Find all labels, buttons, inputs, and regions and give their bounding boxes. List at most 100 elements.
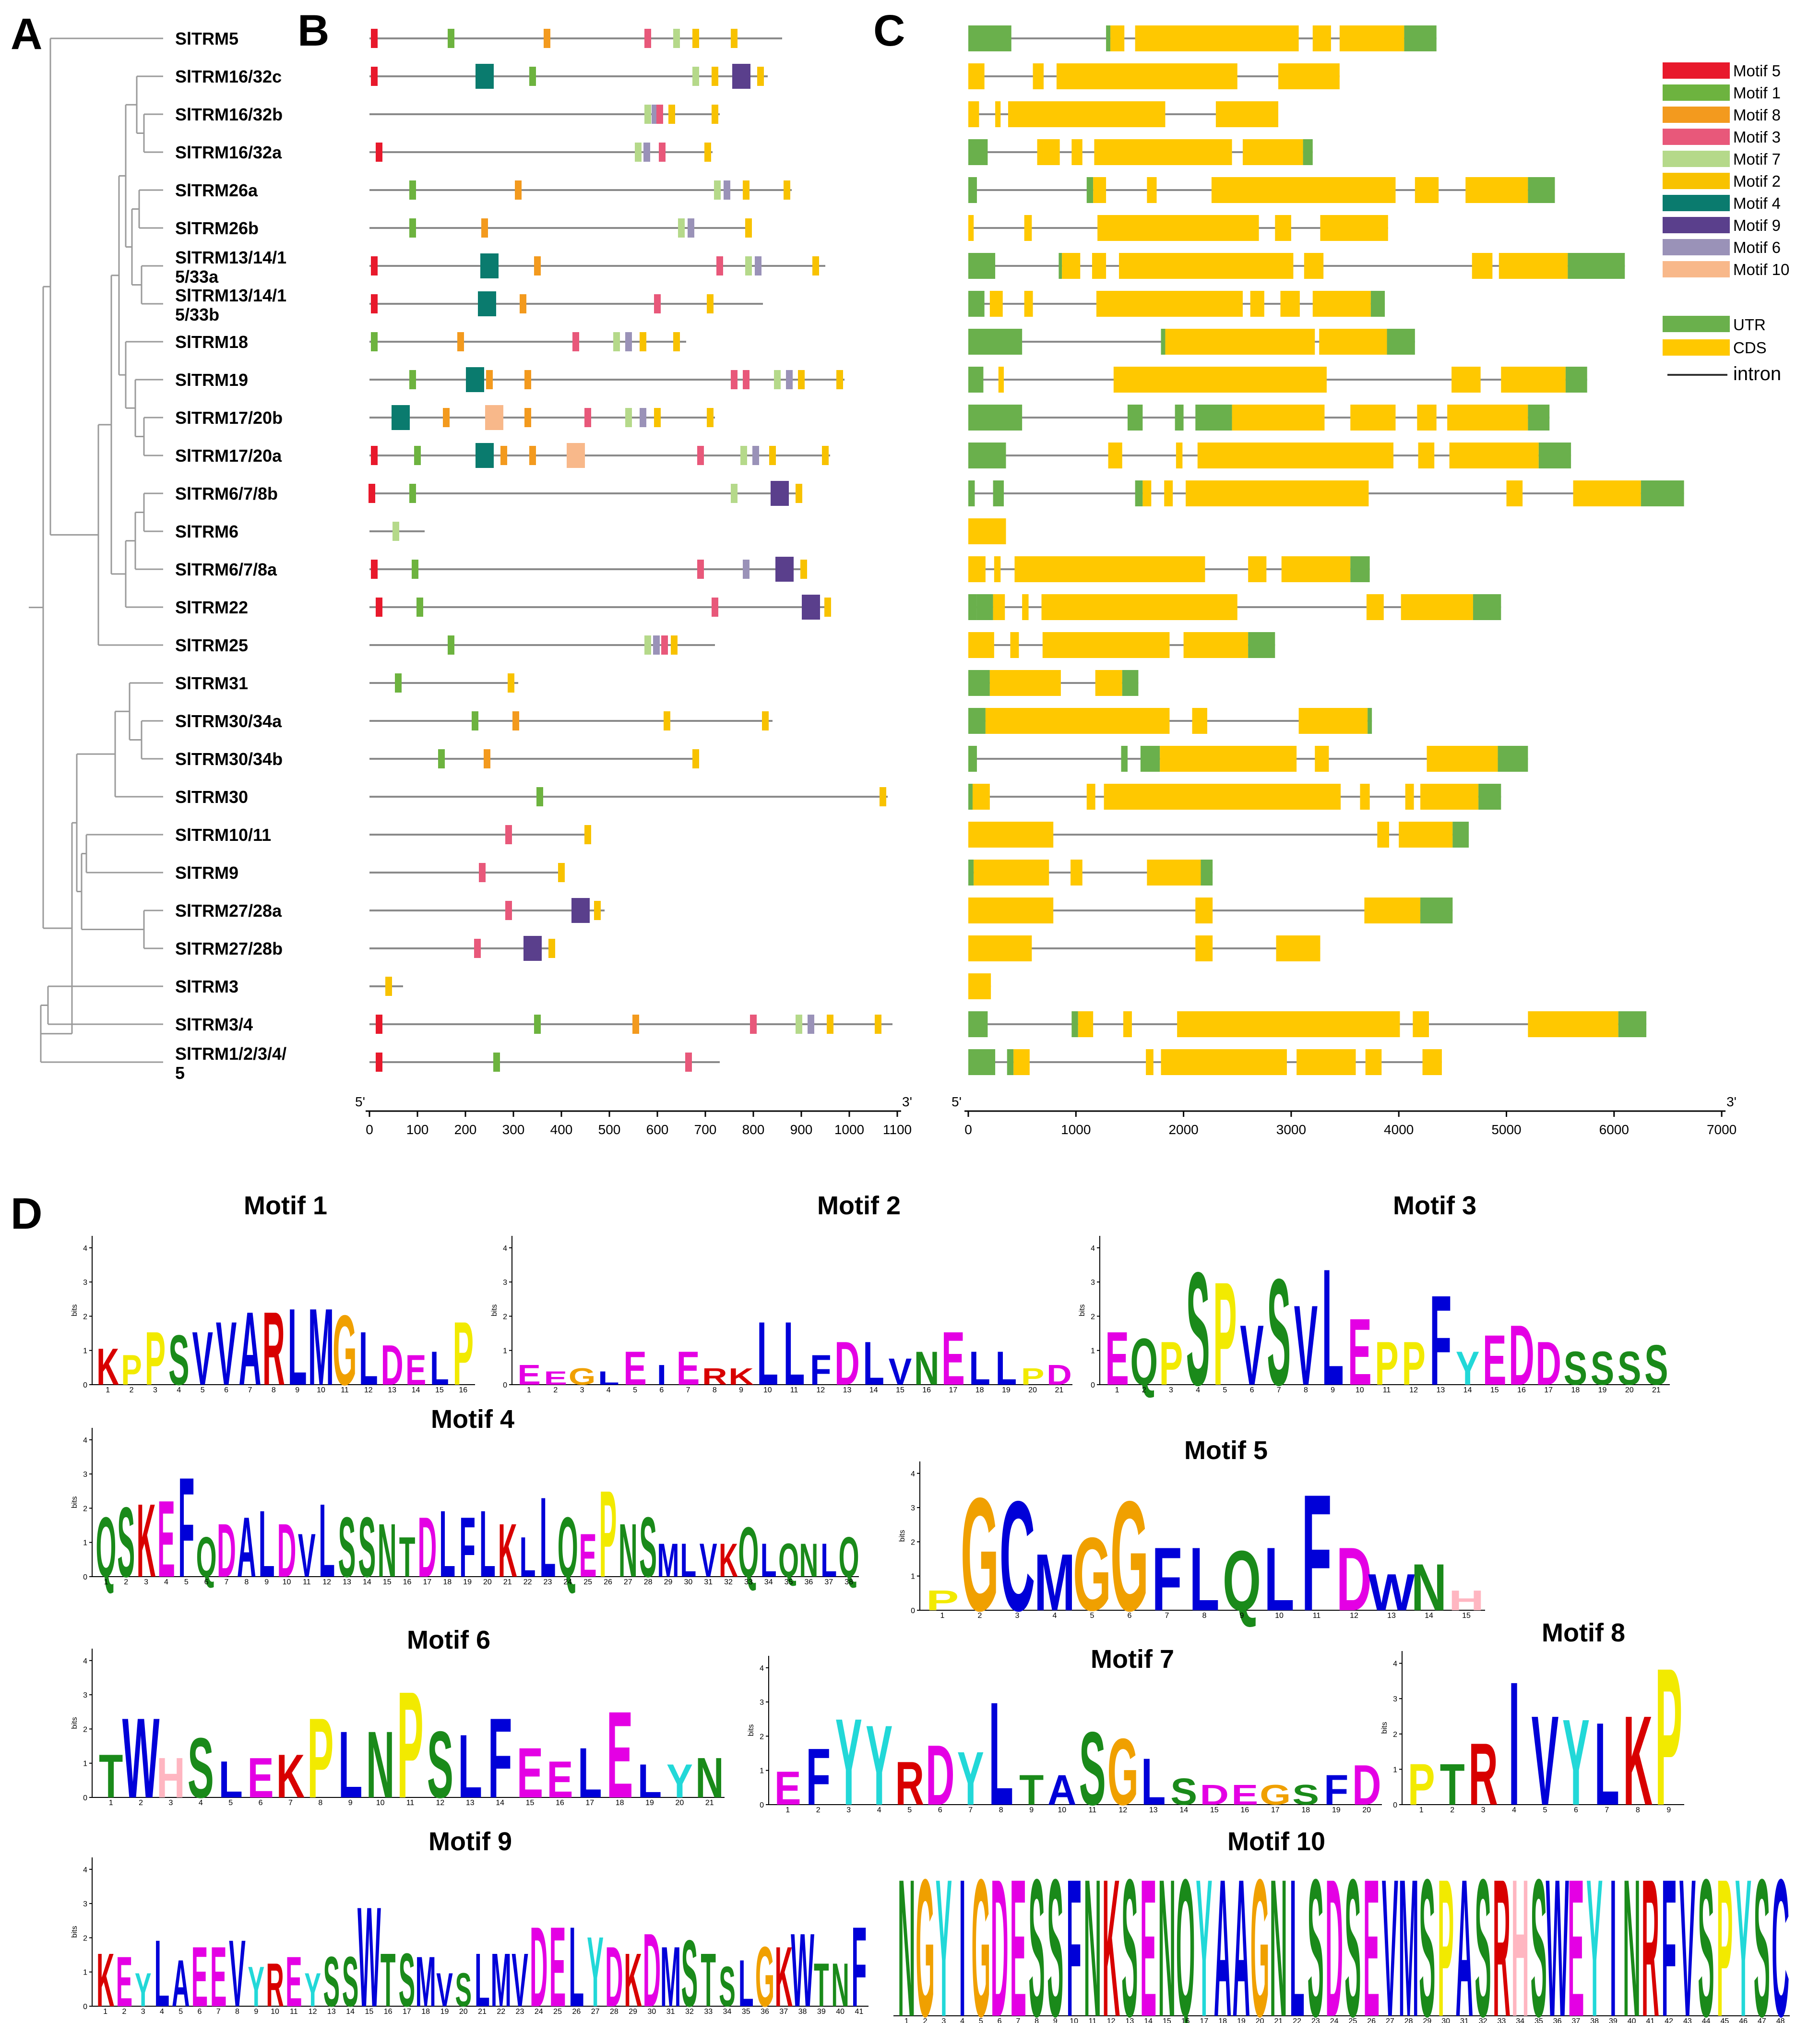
motif-track-sltrm9: [369, 863, 565, 882]
gene-track-sltrm30-34a: [968, 708, 1372, 734]
logo-position: 1: [527, 1386, 531, 1394]
cds-segment: [968, 898, 1054, 923]
logo-letter: S: [1698, 1838, 1714, 2023]
cds-segment: [1095, 670, 1122, 696]
motif-box-motif-2: [731, 29, 738, 48]
logo-position: 37: [824, 1578, 833, 1586]
motif-box-motif-4: [476, 64, 494, 89]
logo-position: 25: [583, 1578, 592, 1586]
logo-position: 10: [283, 1578, 291, 1586]
logo-letter: F: [459, 1499, 476, 1595]
motif-box-motif-5: [376, 1015, 382, 1034]
logo-letter: G: [961, 1464, 999, 1645]
logo-y-tick-label: 4: [83, 1866, 87, 1874]
motif-box-motif-4: [466, 367, 484, 392]
logo-position: 7: [248, 1386, 252, 1394]
logo-letter: L: [479, 1490, 496, 1597]
cds-segment: [1195, 898, 1213, 923]
logo-position: 10: [1275, 1612, 1284, 1620]
gene-label-sltrm18: SlTRM18: [175, 332, 248, 352]
utr-legend-label: UTR: [1733, 316, 1766, 334]
cds-segment: [1250, 291, 1264, 317]
motif-box-motif-6: [755, 256, 761, 275]
logo-position: 23: [516, 2008, 524, 2016]
logo-position: 9: [295, 1386, 299, 1394]
logo-position: 16: [403, 1578, 412, 1586]
logo-letter: V: [1679, 1838, 1696, 2023]
logo-letter: S: [1591, 1342, 1614, 1395]
logo-letter: L: [1594, 1698, 1619, 1830]
logo-letter: E: [774, 1762, 801, 1815]
logo-letter: Q: [778, 1533, 799, 1587]
legend-swatch-motif-1: [1663, 84, 1730, 101]
legend-label-motif-7: Motif 7: [1733, 150, 1781, 168]
logo-letter: Y: [835, 1693, 862, 1831]
utr-segment: [1387, 329, 1415, 355]
logo-letter: G: [1107, 1719, 1139, 1825]
logo-position: 3: [141, 2008, 145, 2016]
logo-letter: P: [1159, 1329, 1183, 1398]
logo-letter: E: [1010, 1838, 1026, 2023]
logo-letter: T: [701, 1937, 716, 2022]
logo-position: 17: [949, 1386, 958, 1394]
motif-box-motif-8: [544, 29, 550, 48]
logo-letter: E: [544, 1368, 568, 1389]
cds-segment: [1071, 860, 1082, 886]
logo-y-tick-label: 3: [911, 1504, 915, 1512]
logo-letter: W: [1546, 1838, 1569, 2023]
logo-letter: K: [96, 1338, 119, 1396]
logo-letter: S: [188, 1721, 214, 1816]
logo-letter: Y: [1196, 1838, 1212, 2023]
logo-letter: L: [359, 1316, 378, 1401]
logo-y-tick-label: 3: [83, 1279, 87, 1287]
logo-position: 17: [1200, 2017, 1208, 2023]
utr-segment: [1350, 556, 1370, 582]
logo-letter: Q: [1223, 1532, 1261, 1628]
cds-segment: [1024, 291, 1033, 317]
cds-segment: [1041, 594, 1237, 620]
motif-box-motif-3: [697, 560, 704, 579]
logo-letter: F: [1324, 1767, 1348, 1814]
logo-position: 3: [168, 1799, 173, 1807]
cds-segment: [1447, 405, 1528, 431]
logo-position: 11: [290, 2008, 298, 2016]
motif-box-motif-7: [393, 522, 399, 541]
logo-position: 14: [1144, 2017, 1153, 2023]
logo-position: 16: [384, 2008, 393, 2016]
logo-letter: E: [405, 1346, 426, 1394]
logo-position: 6: [659, 1386, 664, 1394]
logo-position: 45: [1720, 2017, 1729, 2023]
logo-position: 21: [705, 1799, 714, 1807]
logo-position: 17: [1271, 1806, 1280, 1814]
logo-y-tick-label: 0: [83, 1573, 87, 1581]
logo-letter: G: [1260, 1779, 1291, 1811]
utr-segment: [1368, 708, 1372, 734]
logo-position: 12: [322, 1578, 331, 1586]
logo-position: 25: [1348, 2017, 1357, 2023]
logo-y-tick-label: 0: [83, 2003, 87, 2011]
logo-letter: L: [540, 1473, 556, 1601]
motif-box-motif-8: [486, 370, 493, 389]
cds-segment: [1119, 253, 1294, 279]
logo-position: 26: [572, 2008, 581, 2016]
logo-letter: E: [116, 1941, 133, 2022]
motif-box-motif-2: [584, 825, 591, 844]
gene-track-sltrm9: [968, 860, 1213, 886]
gene-label-sltrm19: SlTRM19: [175, 370, 248, 390]
logo-letter: L: [638, 1755, 662, 1808]
logo-title: Motif 9: [428, 1827, 512, 1856]
logo-y-tick-label: 0: [911, 1607, 915, 1615]
motif-box-motif-8: [515, 180, 522, 200]
logo-letter: T: [99, 1741, 123, 1810]
motif-box-motif-9: [732, 64, 750, 89]
logo-position: 8: [235, 2008, 239, 2016]
logo-letter: F: [1067, 1838, 1082, 2023]
logo-y-tick-label: 4: [83, 1657, 87, 1665]
axis-tick-label-c: 2000: [1168, 1122, 1198, 1137]
utr-segment: [1140, 746, 1160, 772]
logo-letter: E: [1105, 1317, 1129, 1401]
logo-letter: R: [1642, 1838, 1659, 2023]
logo-position: 5: [201, 1386, 205, 1394]
motif-box-motif-5: [376, 143, 382, 162]
logo-letter: Q: [1130, 1324, 1158, 1399]
